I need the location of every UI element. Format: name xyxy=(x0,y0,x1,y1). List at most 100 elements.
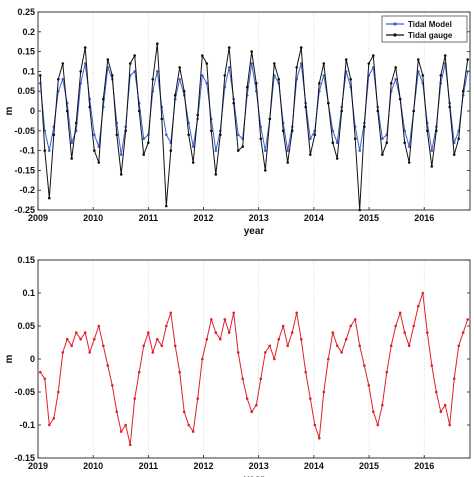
data-point xyxy=(160,117,164,121)
data-point xyxy=(281,129,285,133)
data-point xyxy=(165,204,168,208)
y-tick-label: 0.05 xyxy=(17,86,35,96)
data-point xyxy=(151,78,155,81)
data-point xyxy=(227,46,231,49)
series-line xyxy=(39,63,469,156)
data-point xyxy=(61,351,65,354)
data-point xyxy=(277,78,281,81)
data-point xyxy=(331,331,335,334)
data-point xyxy=(331,141,335,144)
data-point xyxy=(88,351,91,354)
data-point xyxy=(452,377,456,381)
data-point xyxy=(430,165,434,168)
data-point xyxy=(290,331,294,334)
data-point xyxy=(48,196,51,200)
x-tick-label: 2011 xyxy=(139,461,159,471)
data-point xyxy=(349,324,353,328)
data-point xyxy=(273,62,276,65)
data-point xyxy=(70,157,73,160)
data-point xyxy=(412,324,416,328)
data-point xyxy=(165,133,168,137)
data-point xyxy=(182,89,186,93)
data-point xyxy=(142,153,145,156)
data-point xyxy=(376,109,380,113)
data-point xyxy=(223,318,227,321)
data-point xyxy=(309,137,312,140)
y-tick-label: -0.05 xyxy=(14,387,35,397)
y-tick-label: -0.2 xyxy=(19,185,35,195)
legend: Tidal Model Tidal gauge xyxy=(381,15,468,43)
data-point xyxy=(245,397,249,400)
data-point xyxy=(403,141,407,144)
data-point xyxy=(313,423,317,427)
x-tick-label: 2013 xyxy=(249,461,269,471)
data-point xyxy=(173,344,177,348)
data-point xyxy=(241,145,244,148)
data-point xyxy=(358,149,362,152)
data-point xyxy=(43,377,47,381)
data-point xyxy=(83,62,87,65)
data-point xyxy=(142,137,145,140)
data-point xyxy=(106,58,110,61)
data-point xyxy=(426,129,429,133)
data-point xyxy=(426,331,429,334)
data-point xyxy=(227,331,231,334)
y-tick-label: 0.2 xyxy=(22,27,35,37)
data-point xyxy=(398,311,402,315)
data-point xyxy=(304,370,308,374)
data-point xyxy=(439,74,443,77)
plot-area xyxy=(38,260,470,458)
y-tick-label: 0 xyxy=(30,106,35,116)
data-point xyxy=(227,66,231,69)
data-point xyxy=(196,113,199,117)
data-point xyxy=(295,66,299,69)
x-tick-label: 2012 xyxy=(194,461,214,471)
data-point xyxy=(403,331,407,334)
data-point xyxy=(165,324,168,328)
data-point xyxy=(236,133,240,137)
data-point xyxy=(124,129,127,133)
x-tick-label: 2016 xyxy=(414,213,434,223)
data-point xyxy=(147,141,150,144)
data-point xyxy=(201,357,204,361)
data-point xyxy=(178,78,181,81)
data-point xyxy=(210,318,213,321)
data-point xyxy=(236,351,240,354)
data-point xyxy=(318,436,321,440)
x-tick-label: 2014 xyxy=(304,213,324,223)
legend-marker xyxy=(393,33,397,37)
data-point xyxy=(48,149,51,152)
data-point xyxy=(214,331,218,334)
legend-label: Tidal gauge xyxy=(408,31,453,40)
data-point xyxy=(74,121,78,125)
data-point xyxy=(264,351,267,354)
data-point xyxy=(389,82,393,85)
data-point xyxy=(268,117,272,121)
data-point xyxy=(273,357,276,361)
data-point xyxy=(111,74,114,77)
data-point xyxy=(385,370,389,374)
data-point xyxy=(128,443,132,447)
data-point xyxy=(327,101,330,105)
data-point xyxy=(178,66,181,69)
data-point xyxy=(421,291,425,295)
y-tick-label: -0.15 xyxy=(14,165,35,175)
data-point xyxy=(88,105,91,109)
data-point xyxy=(344,58,348,61)
data-point xyxy=(205,82,209,85)
data-point xyxy=(187,423,190,427)
data-point xyxy=(322,74,326,77)
data-point xyxy=(353,137,357,140)
data-point xyxy=(457,344,461,348)
data-point xyxy=(259,377,263,381)
data-point xyxy=(102,97,105,101)
data-point xyxy=(389,344,393,348)
data-point xyxy=(196,397,199,400)
data-point xyxy=(430,364,434,367)
data-point xyxy=(412,109,416,113)
data-point xyxy=(232,101,235,105)
chart-1: 2009 2010 2011 2012 2013 2014 2015 2016 -0.25 -0.… xyxy=(4,7,471,237)
data-point xyxy=(358,344,362,348)
data-point xyxy=(151,351,155,354)
data-point xyxy=(448,105,452,109)
